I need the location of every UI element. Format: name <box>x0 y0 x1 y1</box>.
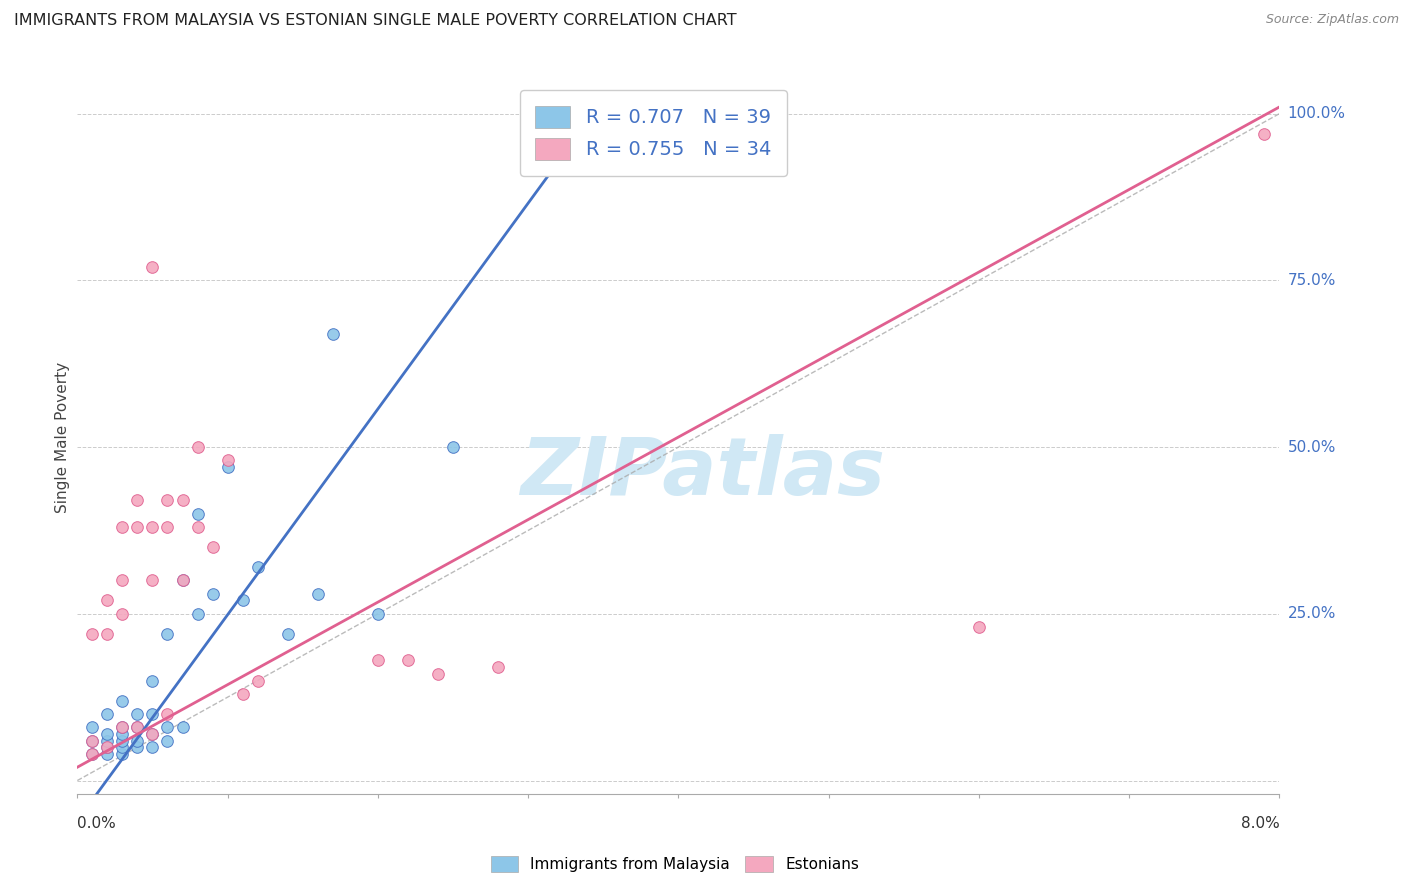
Point <box>127 740 149 755</box>
Point <box>141 727 163 741</box>
Text: 8.0%: 8.0% <box>1240 816 1279 831</box>
Point <box>322 326 344 341</box>
Point <box>141 260 163 274</box>
Legend: R = 0.707   N = 39, R = 0.755   N = 34: R = 0.707 N = 39, R = 0.755 N = 34 <box>520 90 787 176</box>
Point <box>141 673 163 688</box>
Point <box>127 733 149 747</box>
Point <box>96 593 118 607</box>
Point <box>172 720 194 734</box>
Point <box>141 706 163 721</box>
Point <box>141 727 163 741</box>
Text: Source: ZipAtlas.com: Source: ZipAtlas.com <box>1265 13 1399 27</box>
Point <box>96 740 118 755</box>
Text: ZIPatlas: ZIPatlas <box>520 434 884 512</box>
Point <box>111 720 134 734</box>
Text: 100.0%: 100.0% <box>1288 106 1346 121</box>
Point <box>82 747 104 761</box>
Point <box>82 747 104 761</box>
Text: IMMIGRANTS FROM MALAYSIA VS ESTONIAN SINGLE MALE POVERTY CORRELATION CHART: IMMIGRANTS FROM MALAYSIA VS ESTONIAN SIN… <box>14 13 737 29</box>
Point <box>232 593 254 607</box>
Point <box>186 520 209 534</box>
Point <box>111 520 134 534</box>
Point <box>967 620 990 634</box>
Point <box>111 747 134 761</box>
Point <box>246 673 269 688</box>
Point <box>127 720 149 734</box>
Point <box>82 733 104 747</box>
Point <box>96 706 118 721</box>
Point <box>217 453 239 467</box>
Point <box>156 520 179 534</box>
Point <box>172 574 194 588</box>
Point <box>201 587 224 601</box>
Point <box>127 706 149 721</box>
Text: 0.0%: 0.0% <box>77 816 117 831</box>
Point <box>156 627 179 641</box>
Point <box>367 607 389 621</box>
Point <box>96 727 118 741</box>
Point <box>232 687 254 701</box>
Point <box>82 627 104 641</box>
Point <box>111 574 134 588</box>
Text: 25.0%: 25.0% <box>1288 607 1336 622</box>
Point <box>127 520 149 534</box>
Point <box>141 574 163 588</box>
Point <box>111 607 134 621</box>
Y-axis label: Single Male Poverty: Single Male Poverty <box>55 361 70 513</box>
Point <box>111 693 134 707</box>
Text: 75.0%: 75.0% <box>1288 273 1336 288</box>
Point <box>156 493 179 508</box>
Point <box>427 666 450 681</box>
Point <box>186 607 209 621</box>
Point <box>172 493 194 508</box>
Point <box>127 493 149 508</box>
Text: 50.0%: 50.0% <box>1288 440 1336 455</box>
Point <box>111 727 134 741</box>
Point <box>277 627 299 641</box>
Point <box>111 733 134 747</box>
Point <box>186 440 209 454</box>
Point <box>1253 127 1275 141</box>
Point <box>486 660 509 674</box>
Point <box>82 720 104 734</box>
Point <box>441 440 464 454</box>
Point <box>111 720 134 734</box>
Point <box>396 653 419 667</box>
Point <box>141 520 163 534</box>
Legend: Immigrants from Malaysia, Estonians: Immigrants from Malaysia, Estonians <box>484 848 866 880</box>
Point <box>82 733 104 747</box>
Point <box>96 747 118 761</box>
Point <box>307 587 329 601</box>
Point <box>217 460 239 475</box>
Point <box>156 706 179 721</box>
Point <box>367 653 389 667</box>
Point <box>172 574 194 588</box>
Point <box>186 507 209 521</box>
Point <box>127 720 149 734</box>
Point <box>96 627 118 641</box>
Point <box>156 733 179 747</box>
Point <box>141 740 163 755</box>
Point <box>96 740 118 755</box>
Point <box>96 733 118 747</box>
Point <box>246 560 269 574</box>
Point <box>592 127 614 141</box>
Point <box>111 740 134 755</box>
Point <box>201 540 224 554</box>
Point <box>156 720 179 734</box>
